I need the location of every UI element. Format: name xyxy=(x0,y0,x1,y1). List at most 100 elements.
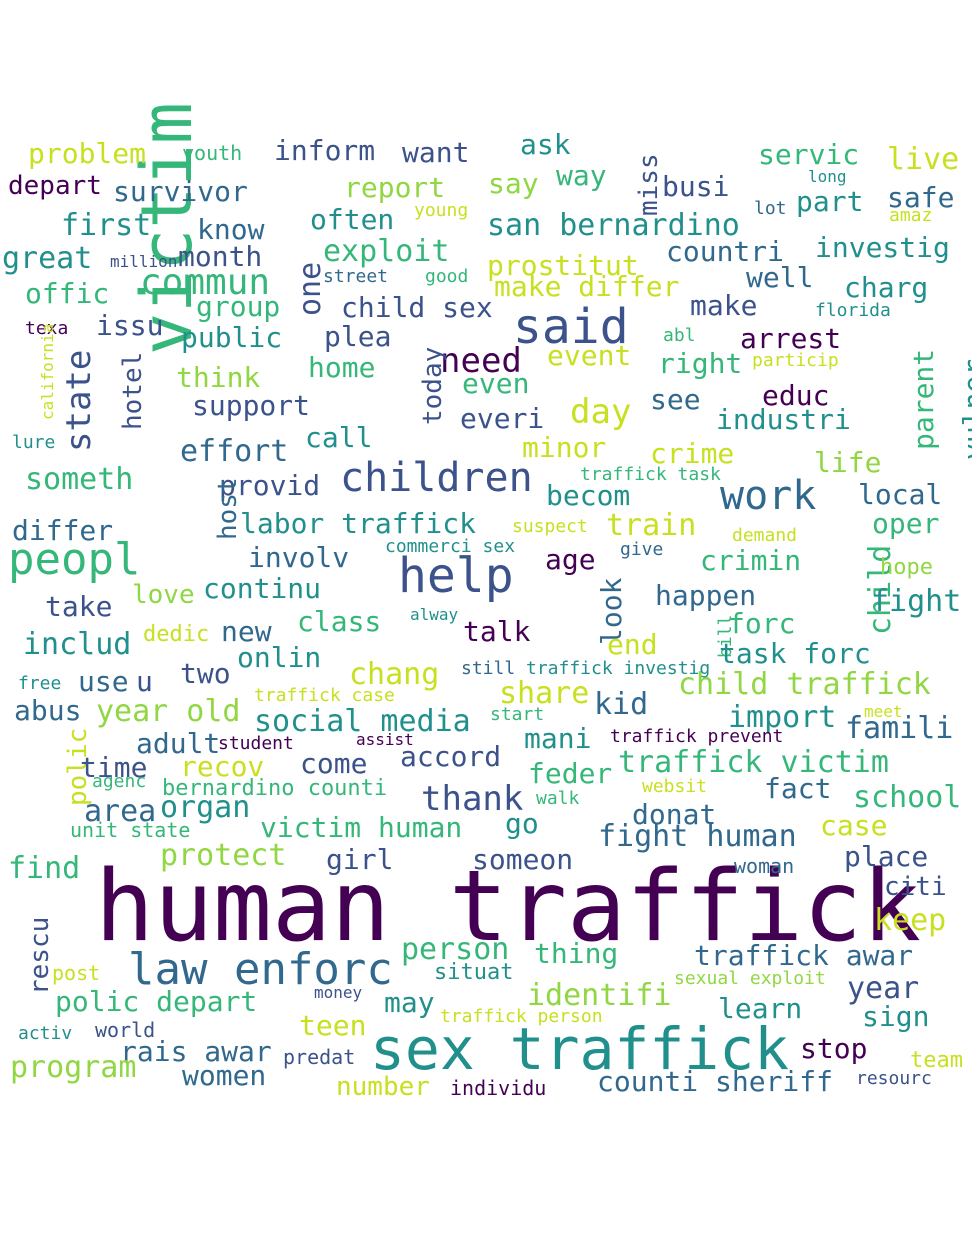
cloud-word-onlin: onlin xyxy=(237,641,322,674)
cloud-word-traffick-victim: traffick victim xyxy=(618,745,889,780)
cloud-word-first: first xyxy=(61,208,152,243)
cloud-word-sign: sign xyxy=(862,1000,930,1033)
cloud-word-predat: predat xyxy=(283,1045,356,1069)
cloud-word-california: california xyxy=(38,323,57,420)
cloud-word-child-sex: child sex xyxy=(341,291,493,324)
cloud-word-area: area xyxy=(84,794,157,829)
cloud-word-day: day xyxy=(570,392,632,432)
cloud-word-dedic: dedic xyxy=(143,622,210,647)
cloud-word-go: go xyxy=(505,807,539,840)
cloud-word-year-old: year old xyxy=(96,694,241,729)
cloud-word-often: often xyxy=(310,203,395,236)
cloud-word-traffick-task: traffick task xyxy=(580,464,721,485)
cloud-word-month: month xyxy=(178,240,263,273)
cloud-word-agenc: agenc xyxy=(92,771,147,792)
cloud-word-forc: forc xyxy=(728,607,796,640)
cloud-word-home: home xyxy=(308,351,376,384)
cloud-word-make: make xyxy=(690,289,758,322)
cloud-word-fact: fact xyxy=(764,772,832,805)
cloud-word-need: need xyxy=(440,341,522,381)
cloud-word-identifi: identifi xyxy=(527,978,672,1013)
cloud-word-survivor: survivor xyxy=(113,175,248,208)
cloud-word-someon: someon xyxy=(472,843,574,876)
cloud-word-organ: organ xyxy=(160,790,251,825)
cloud-word-event: event xyxy=(547,339,632,372)
cloud-word-famili: famili xyxy=(845,711,954,746)
cloud-word-texa: texa xyxy=(25,318,69,339)
cloud-word-u: u xyxy=(136,665,153,698)
cloud-word-servic: servic xyxy=(758,138,860,171)
cloud-word-young: young xyxy=(414,200,469,221)
cloud-word-street: street xyxy=(323,266,389,287)
cloud-word-use: use xyxy=(78,665,129,698)
cloud-word-walk: walk xyxy=(536,788,580,809)
cloud-word-commerci-sex: commerci sex xyxy=(385,536,516,557)
cloud-word-million: million xyxy=(110,252,178,271)
cloud-word-sex-traffick: sex traffick xyxy=(370,1015,790,1083)
cloud-word-talk: talk xyxy=(463,615,531,648)
cloud-word-particip: particip xyxy=(752,350,839,371)
cloud-word-rescu: rescu xyxy=(25,916,55,995)
cloud-word-crimin: crimin xyxy=(700,544,802,577)
cloud-word-sexual-exploit: sexual exploit xyxy=(674,968,826,989)
cloud-word-one: one xyxy=(293,261,328,316)
cloud-word-victim-human: victim human xyxy=(260,811,463,844)
cloud-word-bernardino-counti: bernardino counti xyxy=(162,776,388,801)
cloud-word-human-traffick: human traffick xyxy=(95,850,922,964)
cloud-word-end: end xyxy=(607,628,658,661)
cloud-word-continu: continu xyxy=(203,572,322,605)
cloud-word-adult: adult xyxy=(136,727,221,760)
cloud-word-fight: fight xyxy=(871,584,962,619)
cloud-word-world: world xyxy=(95,1018,156,1042)
cloud-word-year: year xyxy=(847,971,920,1006)
cloud-word-hope: hope xyxy=(880,555,933,580)
cloud-word-law-enforc: law enforc xyxy=(128,944,393,995)
cloud-word-alway: alway xyxy=(410,605,459,624)
cloud-word-age: age xyxy=(545,543,596,576)
cloud-word-task-forc: task forc xyxy=(719,637,871,670)
cloud-word-effort: effort xyxy=(180,434,289,469)
cloud-word-traffick-awar: traffick awar xyxy=(694,939,914,972)
cloud-word-inform: inform xyxy=(274,134,376,167)
cloud-word-life: life xyxy=(814,446,882,479)
cloud-word-number: number xyxy=(336,1072,430,1102)
cloud-word-miss: miss xyxy=(634,153,664,216)
cloud-word-program: program xyxy=(10,1050,137,1085)
cloud-word-busi: busi xyxy=(662,170,730,203)
cloud-word-new: new xyxy=(221,615,272,648)
cloud-word-provid: provid xyxy=(219,469,321,502)
cloud-word-child-traffick: child traffick xyxy=(678,667,931,702)
cloud-word-start: start xyxy=(490,704,545,725)
cloud-word-florida: florida xyxy=(815,300,891,321)
cloud-word-countri: countri xyxy=(666,235,785,268)
cloud-word-crime: crime xyxy=(650,437,735,470)
cloud-word-well: well xyxy=(746,261,814,294)
cloud-word-traffick-person: traffick person xyxy=(440,1006,603,1027)
cloud-word-group: group xyxy=(196,290,281,323)
cloud-word-think: think xyxy=(176,361,261,394)
cloud-word-women: women xyxy=(182,1059,267,1092)
cloud-word-activ: activ xyxy=(18,1023,73,1044)
cloud-word-part: part xyxy=(796,185,864,218)
cloud-word-resourc: resourc xyxy=(856,1068,932,1089)
cloud-word-want: want xyxy=(402,136,470,169)
cloud-word-case: case xyxy=(820,809,888,842)
cloud-word-love: love xyxy=(132,580,195,610)
cloud-word-thank: thank xyxy=(421,779,524,819)
cloud-word-unit-state: unit state xyxy=(70,818,191,842)
cloud-word-may: may xyxy=(384,986,435,1019)
cloud-word-even: even xyxy=(462,367,530,400)
cloud-word-give: give xyxy=(620,539,664,560)
cloud-word-problem: problem xyxy=(28,137,147,170)
cloud-word-abl: abl xyxy=(663,325,696,346)
cloud-word-traffick-investig: traffick investig xyxy=(526,658,711,679)
cloud-word-girl: girl xyxy=(326,843,394,876)
cloud-word-stop: stop xyxy=(800,1032,868,1065)
cloud-word-suspect: suspect xyxy=(512,516,588,537)
cloud-word-long: long xyxy=(808,167,847,186)
cloud-word-share: share xyxy=(499,676,590,711)
cloud-word-person: person xyxy=(401,932,510,967)
cloud-word-know: know xyxy=(197,213,265,246)
cloud-word-great: great xyxy=(2,241,93,276)
cloud-word-situat: situat xyxy=(434,960,514,985)
